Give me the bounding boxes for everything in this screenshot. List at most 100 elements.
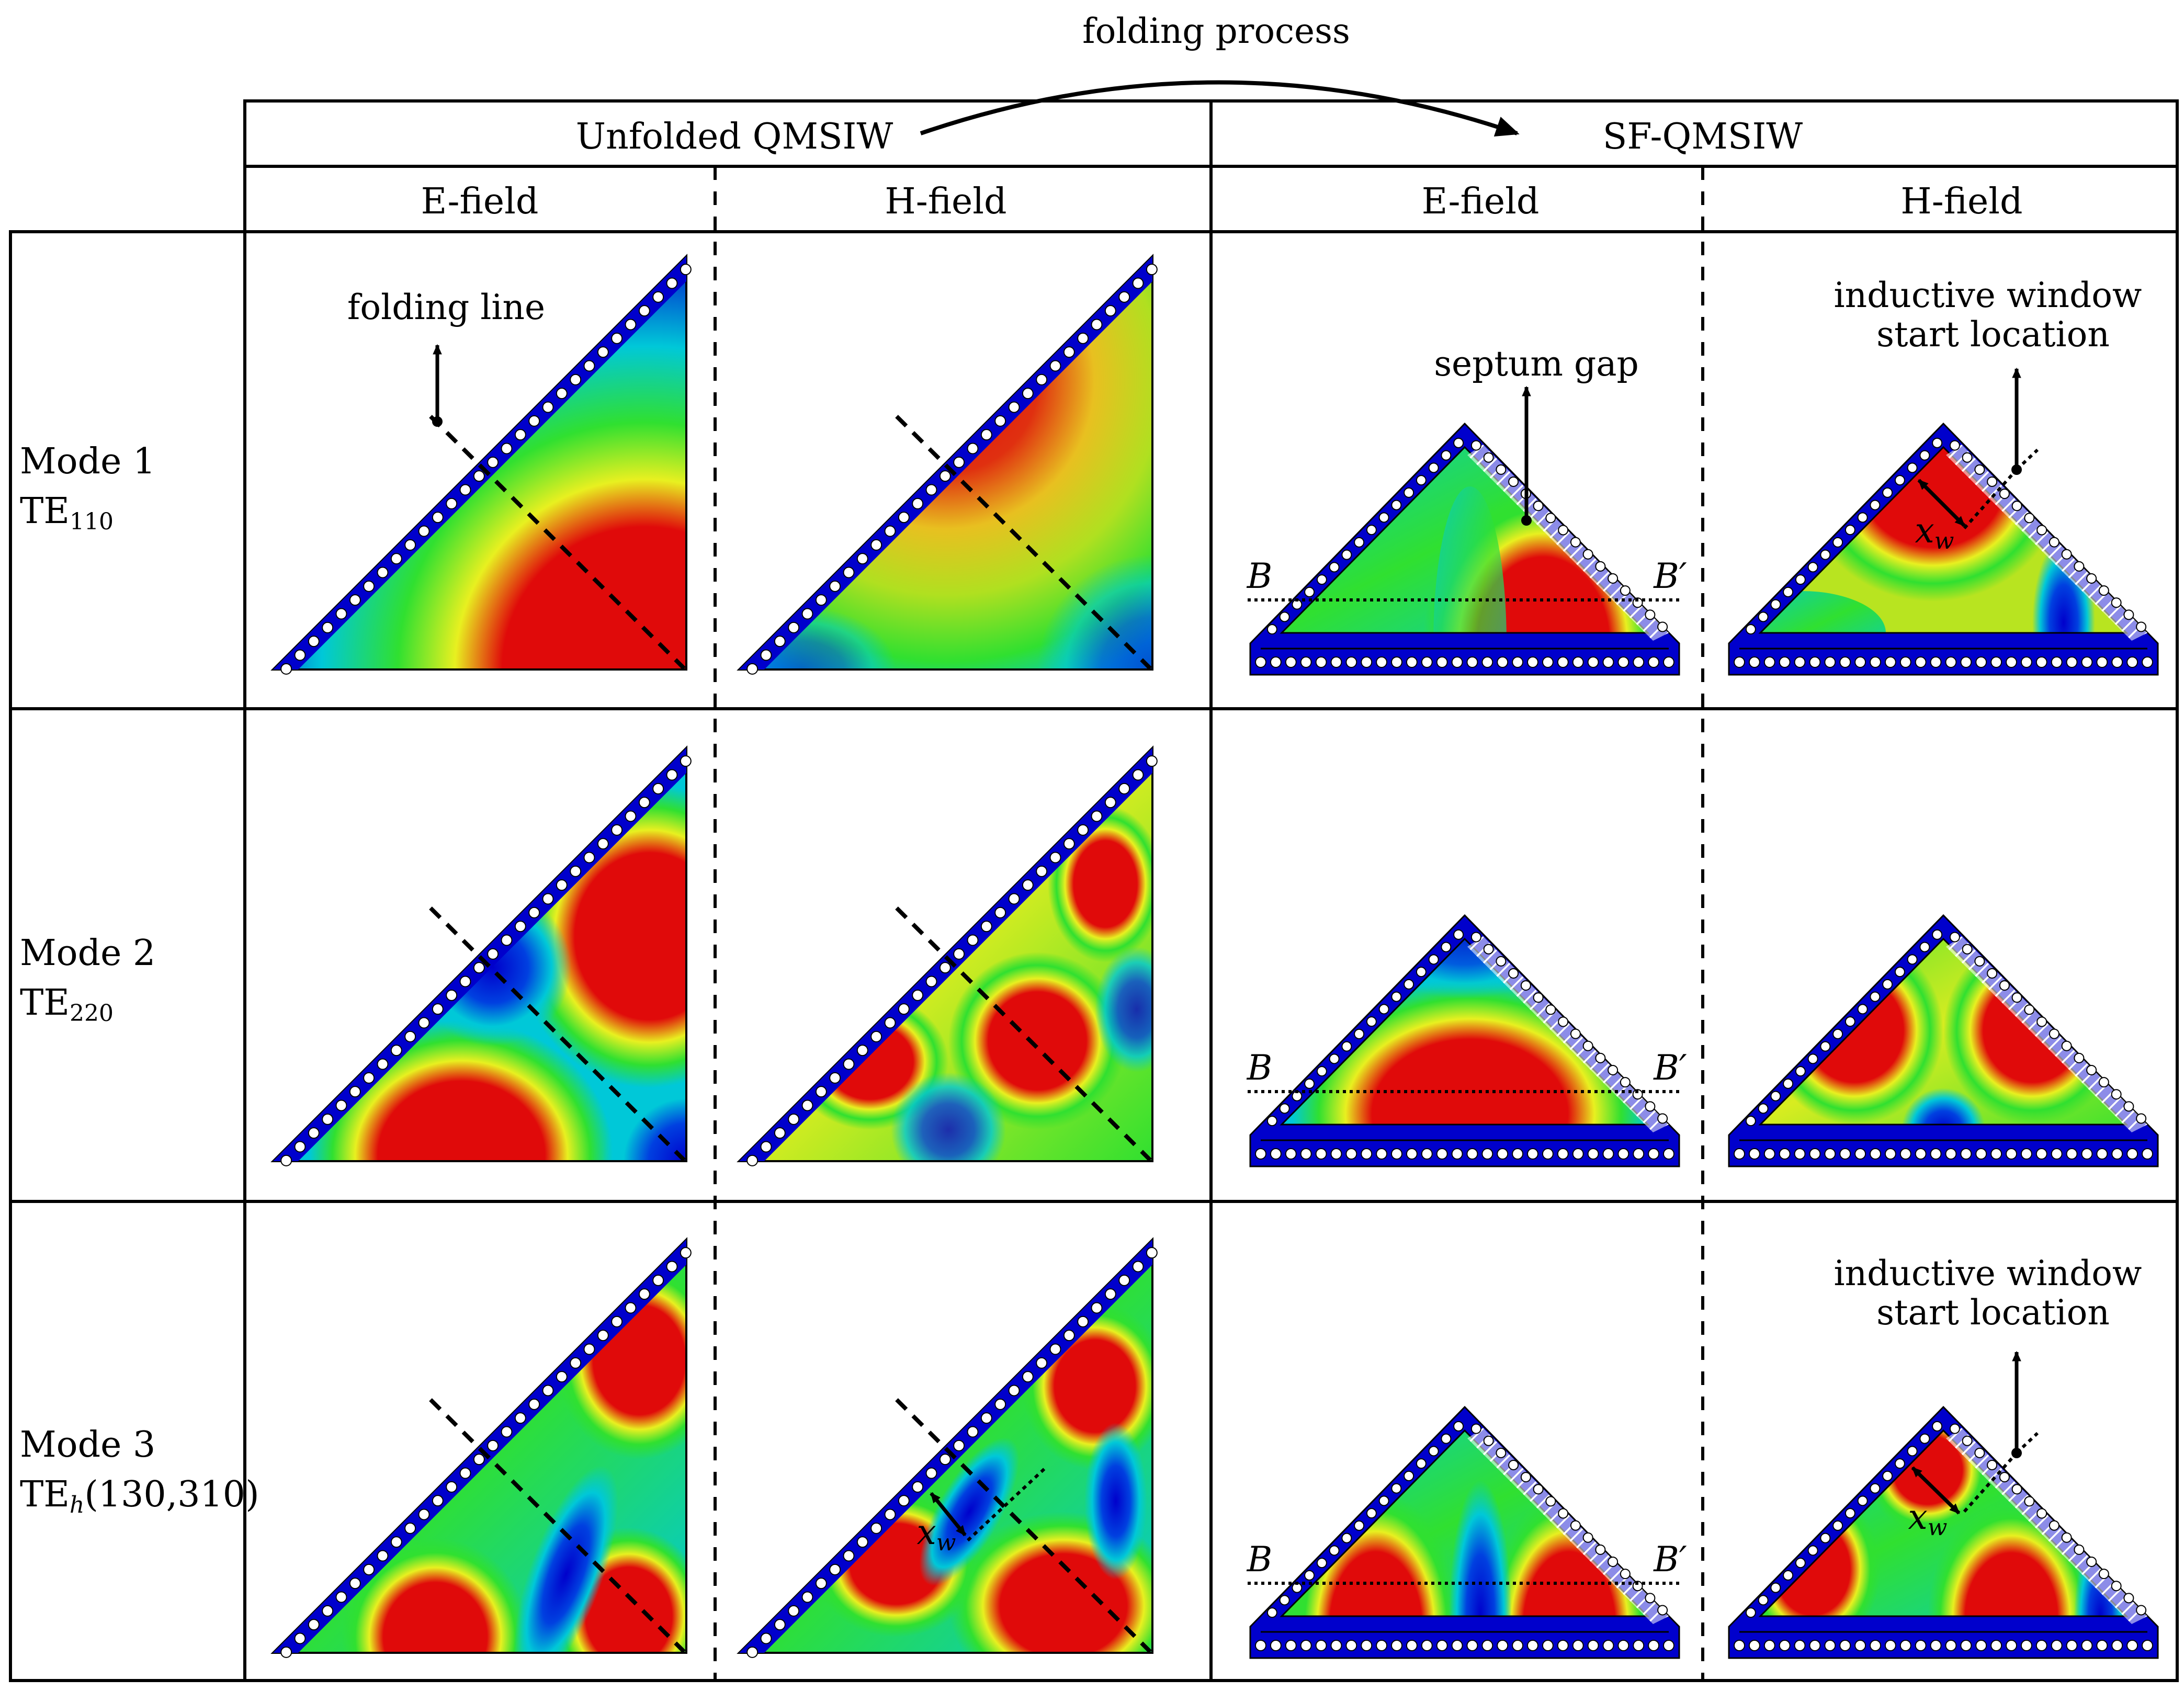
via-hole	[1316, 1066, 1327, 1077]
via-hole	[1361, 656, 1373, 668]
via-hole	[1036, 373, 1048, 385]
via-hole	[1341, 1041, 1352, 1052]
via-hole	[1022, 879, 1034, 891]
via-hole	[501, 934, 513, 946]
via-hole	[898, 512, 910, 524]
via-hole	[1118, 782, 1130, 795]
via-hole	[2142, 1640, 2153, 1651]
via-hole	[843, 1550, 855, 1562]
via-hole	[1470, 440, 1481, 451]
via-hole	[1602, 1148, 1614, 1160]
via-hole	[1496, 1447, 1507, 1458]
via-hole	[856, 553, 868, 565]
via-hole	[2011, 992, 2022, 1003]
via-hole	[1783, 1078, 1794, 1089]
table-frame	[9, 99, 2179, 1682]
inductive-window-annotation-1: inductive window start location xw	[1834, 275, 2142, 554]
via-hole	[528, 415, 540, 427]
via-hole	[746, 1646, 759, 1658]
field-plot-m3-h-unfolded	[737, 1237, 1158, 1658]
via-hole	[1354, 1028, 1365, 1039]
via-hole	[1533, 1484, 1544, 1495]
via-strip	[739, 748, 1152, 1161]
via-hole	[1304, 1078, 1315, 1089]
via-hole	[2011, 1484, 2022, 1495]
via-hole	[1870, 500, 1881, 510]
via-hole	[746, 663, 759, 675]
via-hole	[843, 566, 855, 578]
via-hole	[404, 539, 416, 551]
folding-process-label: folding process	[1082, 11, 1350, 51]
via-hole	[2098, 1569, 2109, 1580]
via-hole	[2086, 573, 2097, 584]
via-hole	[542, 1384, 554, 1397]
via-hole	[1470, 932, 1481, 943]
via-hole	[487, 456, 499, 468]
via-hole	[459, 975, 471, 988]
via-hole	[1428, 954, 1439, 965]
via-hole	[280, 1646, 292, 1658]
via-hole	[2142, 656, 2153, 668]
via-hole	[1884, 1640, 1896, 1651]
via-hole	[1657, 1605, 1668, 1616]
via-hole	[377, 566, 389, 578]
via-hole	[1582, 549, 1593, 560]
via-hole	[2081, 1148, 2093, 1160]
via-hole	[1824, 656, 1836, 668]
via-hole	[432, 1003, 444, 1015]
via-hole	[1960, 1640, 1972, 1651]
via-hole	[570, 1357, 582, 1369]
via-hole	[1907, 462, 1918, 473]
via-hole	[1378, 512, 1389, 523]
via-hole	[1748, 656, 1760, 668]
via-hole	[2035, 1148, 2047, 1160]
via-hole	[1844, 1508, 1855, 1519]
via-hole	[1844, 525, 1855, 536]
via-hole	[1285, 656, 1297, 668]
via-hole	[1366, 525, 1377, 536]
via-hole	[1990, 1148, 2002, 1160]
via-hole	[1987, 1459, 1998, 1470]
via-hole	[1077, 332, 1089, 344]
via-hole	[1416, 475, 1427, 486]
via-hole	[1975, 1640, 1987, 1651]
via-hole	[1620, 585, 1631, 596]
via-hole	[1930, 1148, 1942, 1160]
via-hole	[2098, 1077, 2109, 1088]
via-hole	[1595, 1052, 1606, 1063]
via-hole	[1049, 360, 1061, 372]
via-hole	[912, 989, 924, 1001]
via-hole	[1617, 656, 1629, 668]
via-hole	[1770, 1091, 1781, 1102]
via-hole	[1809, 1148, 1821, 1160]
via-hole	[2051, 1148, 2063, 1160]
via-hole	[446, 497, 458, 509]
via-hole	[1734, 656, 1745, 668]
via-hole	[1894, 1458, 1905, 1469]
via-hole	[1570, 1028, 1581, 1039]
via-hole	[1049, 1343, 1061, 1355]
via-hole	[1870, 1148, 1881, 1160]
via-hole	[1255, 1640, 1266, 1651]
via-hole	[1870, 1640, 1881, 1651]
via-hole	[1974, 464, 1985, 475]
via-hole	[1820, 1533, 1831, 1544]
via-hole	[1453, 1421, 1464, 1432]
via-hole	[680, 1247, 692, 1259]
via-hole	[1036, 865, 1048, 877]
via-hole	[1483, 452, 1494, 463]
via-hole	[801, 1099, 813, 1111]
via-hole	[1545, 513, 1556, 524]
via-hole	[1962, 452, 1973, 463]
via-hole	[953, 1439, 965, 1451]
via-hole	[2126, 1640, 2138, 1651]
via-hole	[1919, 1433, 1930, 1444]
col-header-e-field-unfolded: E-field	[421, 181, 539, 222]
via-hole	[2066, 1640, 2078, 1651]
via-hole	[2123, 1101, 2134, 1112]
via-hole	[1428, 1446, 1439, 1457]
via-hole	[2081, 1640, 2093, 1651]
via-hole	[2061, 1532, 2072, 1543]
via-hole	[1404, 1470, 1414, 1481]
via-hole	[980, 429, 992, 441]
